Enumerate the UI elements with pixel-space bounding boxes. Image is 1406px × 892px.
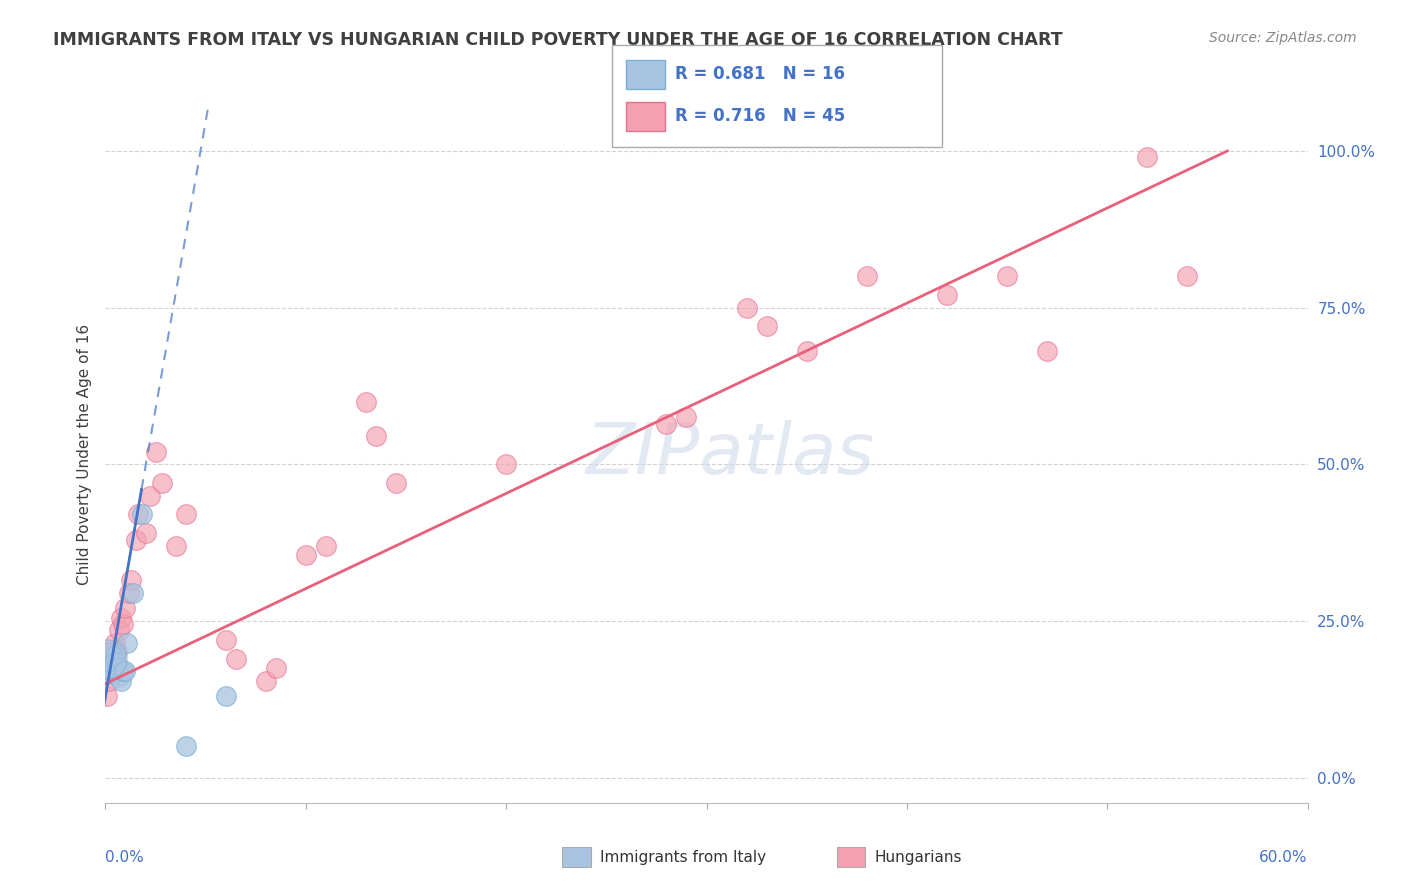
Y-axis label: Child Poverty Under the Age of 16: Child Poverty Under the Age of 16 [76, 325, 91, 585]
Point [104, 636, 127, 650]
Point [107, 657, 129, 672]
Point [100, 661, 122, 675]
Text: 0.0%: 0.0% [105, 850, 145, 865]
Point [264, 661, 287, 675]
Point [1136, 150, 1159, 164]
Point [225, 651, 247, 665]
Text: Hungarians: Hungarians [875, 850, 962, 864]
Point [103, 648, 125, 663]
Point [655, 417, 678, 431]
Point [214, 690, 236, 704]
Point [107, 661, 129, 675]
Point [127, 508, 149, 522]
Point [755, 319, 778, 334]
Point [495, 458, 517, 472]
Point [675, 410, 697, 425]
Point [122, 586, 145, 600]
Point [936, 288, 959, 302]
Point [165, 539, 187, 553]
Point [135, 526, 157, 541]
Text: Source: ZipAtlas.com: Source: ZipAtlas.com [1209, 31, 1357, 45]
Text: R = 0.681   N = 16: R = 0.681 N = 16 [675, 65, 845, 83]
Point [104, 655, 127, 669]
Point [1177, 269, 1199, 284]
Point [796, 344, 818, 359]
Point [214, 632, 236, 647]
Point [96, 690, 118, 704]
Point [110, 611, 132, 625]
Point [96, 661, 118, 675]
Point [96, 651, 118, 665]
Text: IMMIGRANTS FROM ITALY VS HUNGARIAN CHILD POVERTY UNDER THE AGE OF 16 CORRELATION: IMMIGRANTS FROM ITALY VS HUNGARIAN CHILD… [53, 31, 1063, 49]
Point [174, 739, 197, 754]
Text: ZIPatlas: ZIPatlas [586, 420, 875, 490]
Point [315, 539, 337, 553]
Point [108, 670, 131, 684]
Point [103, 655, 125, 669]
Text: Immigrants from Italy: Immigrants from Italy [600, 850, 766, 864]
Point [110, 673, 132, 688]
Text: R = 0.716   N = 45: R = 0.716 N = 45 [675, 107, 845, 125]
Point [112, 617, 135, 632]
Point [385, 476, 408, 491]
Point [855, 269, 877, 284]
Point [108, 624, 131, 638]
Point [100, 667, 122, 681]
Point [104, 648, 127, 663]
Point [354, 394, 377, 409]
Point [295, 548, 318, 562]
Point [150, 476, 173, 491]
Point [112, 664, 135, 678]
Point [121, 574, 143, 588]
Point [107, 645, 129, 659]
Point [114, 601, 136, 615]
Point [104, 642, 127, 657]
Point [735, 301, 758, 315]
Point [131, 508, 153, 522]
Point [124, 533, 146, 547]
Point [117, 636, 139, 650]
Point [254, 673, 277, 688]
Point [103, 657, 125, 672]
Point [100, 645, 122, 659]
Point [174, 508, 197, 522]
Point [1036, 344, 1059, 359]
Point [96, 667, 118, 681]
Point [138, 489, 160, 503]
Text: 60.0%: 60.0% [1260, 850, 1308, 865]
Point [995, 269, 1018, 284]
Point [98, 673, 121, 688]
Point [145, 444, 167, 458]
Point [364, 429, 387, 443]
Point [114, 664, 136, 678]
Point [118, 586, 141, 600]
